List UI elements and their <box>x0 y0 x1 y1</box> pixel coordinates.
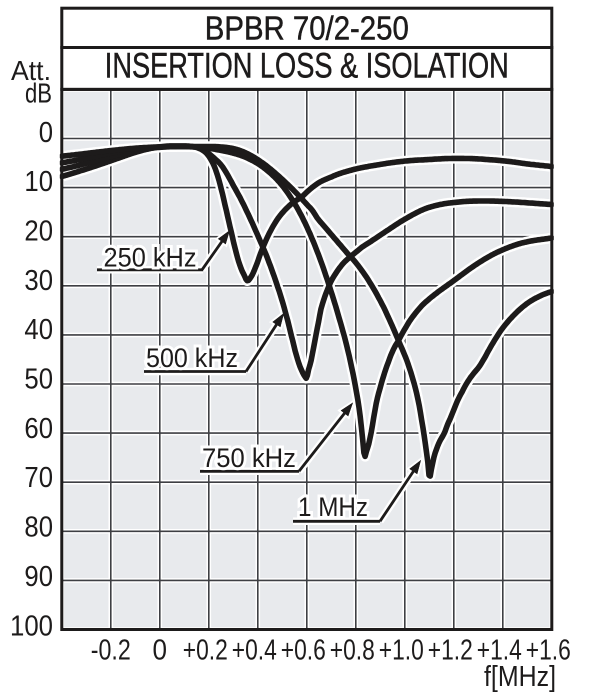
svg-text:20: 20 <box>24 216 53 248</box>
svg-text:+1.2: +1.2 <box>428 635 473 667</box>
svg-text:INSERTION LOSS & ISOLATION: INSERTION LOSS & ISOLATION <box>105 47 509 86</box>
svg-text:1 MHz: 1 MHz <box>298 492 368 522</box>
svg-text:500 kHz: 500 kHz <box>146 343 238 373</box>
svg-text:10: 10 <box>24 166 53 198</box>
svg-text:0: 0 <box>153 635 168 667</box>
svg-text:0: 0 <box>39 117 53 149</box>
svg-text:+0.8: +0.8 <box>330 635 375 667</box>
svg-text:+1.0: +1.0 <box>379 635 424 667</box>
svg-text:30: 30 <box>24 265 53 297</box>
svg-text:+0.6: +0.6 <box>281 635 326 667</box>
svg-text:+1.6: +1.6 <box>526 635 571 667</box>
svg-text:90: 90 <box>24 561 53 593</box>
svg-text:Att.: Att. <box>11 55 51 86</box>
svg-text:250 kHz: 250 kHz <box>104 242 197 272</box>
svg-text:+0.4: +0.4 <box>232 635 277 667</box>
svg-text:80: 80 <box>24 512 53 544</box>
svg-text:+0.2: +0.2 <box>183 635 228 667</box>
svg-text:750 kHz: 750 kHz <box>202 443 296 473</box>
svg-text:-0.2: -0.2 <box>91 635 131 667</box>
svg-text:70: 70 <box>24 462 53 494</box>
svg-text:+1.4: +1.4 <box>477 635 522 667</box>
svg-text:50: 50 <box>24 364 53 396</box>
svg-text:f[MHz]: f[MHz] <box>484 661 556 693</box>
svg-text:100: 100 <box>10 610 53 642</box>
svg-text:dB: dB <box>25 78 52 109</box>
svg-text:BPBR 70/2-250: BPBR 70/2-250 <box>205 11 409 48</box>
svg-text:40: 40 <box>24 314 53 346</box>
svg-text:60: 60 <box>24 413 53 445</box>
